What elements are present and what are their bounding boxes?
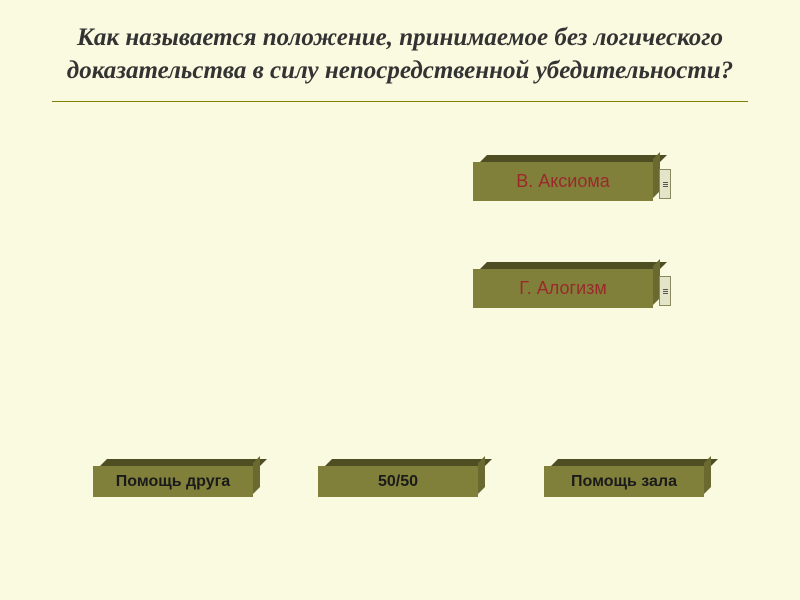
bevel-top [551, 459, 718, 466]
answer-option-g[interactable]: Г. Алогизм [473, 262, 671, 308]
question-text: Как называется положение, принимаемое бе… [0, 0, 800, 87]
bevel-side [253, 456, 260, 494]
answer-label: В. Аксиома [473, 162, 653, 201]
bevel-top [325, 459, 492, 466]
scroll-handle-icon[interactable] [659, 276, 671, 306]
bevel-top [480, 155, 667, 162]
help-hall-button[interactable]: Помощь зала [544, 459, 704, 497]
help-friend-button[interactable]: Помощь друга [93, 459, 253, 497]
help-label: Помощь зала [544, 466, 704, 497]
answer-label: Г. Алогизм [473, 269, 653, 308]
help-label: 50/50 [318, 466, 478, 497]
answer-option-b[interactable]: В. Аксиома [473, 155, 671, 201]
help-label: Помощь друга [93, 466, 253, 497]
bevel-side [704, 456, 711, 494]
bevel-top [480, 262, 667, 269]
help-fifty-button[interactable]: 50/50 [318, 459, 478, 497]
scroll-handle-icon[interactable] [659, 169, 671, 199]
divider [52, 101, 748, 102]
bevel-side [478, 456, 485, 494]
bevel-top [100, 459, 267, 466]
